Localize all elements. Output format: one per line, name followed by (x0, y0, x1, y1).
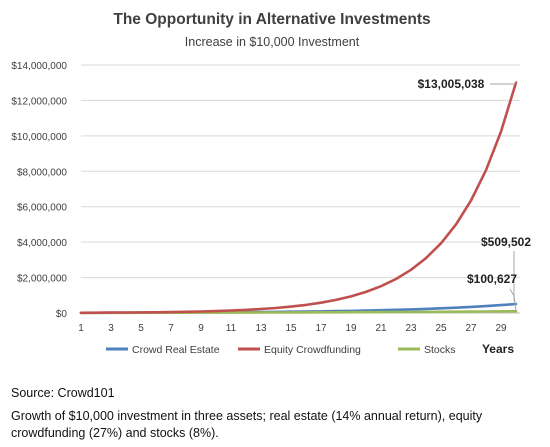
x-tick-label: 5 (138, 323, 144, 334)
gridlines (81, 64, 520, 314)
series-line-equity-crowdfunding (79, 81, 518, 315)
x-tick-label: 11 (226, 323, 237, 334)
x-tick-label: 3 (108, 323, 114, 334)
legend-entry: Stocks (424, 344, 456, 356)
source-note: Source: Crowd101 (11, 386, 115, 400)
legend-entry: Equity Crowdfunding (264, 344, 361, 356)
y-tick-label: $12,000,000 (11, 96, 67, 107)
legend: Crowd Real Estate Equity Crowdfunding Stoc… (106, 344, 456, 356)
legend-entry: Crowd Real Estate (132, 344, 220, 356)
x-tick-label: 7 (168, 323, 174, 334)
data-label: $509,502 (481, 235, 531, 249)
data-label: $13,005,038 (418, 77, 485, 91)
x-tick-label: 13 (255, 323, 267, 334)
y-tick-label: $6,000,000 (17, 203, 67, 214)
caption: Growth of $10,000 investment in three as… (11, 409, 483, 440)
x-tick-label: 25 (435, 323, 447, 334)
y-tick-label: $8,000,000 (17, 167, 67, 178)
y-tick-label: $10,000,000 (11, 132, 67, 143)
x-tick-label: 21 (375, 323, 387, 334)
annotation-leader (509, 288, 517, 312)
y-axis: $0 $2,000,000 $4,000,000 $6,000,000 $8,000,0… (11, 61, 67, 320)
x-axis-label: Years (482, 342, 514, 356)
y-tick-label: $0 (56, 309, 68, 320)
annotations: $13,005,038 $509,502 $100,627 (418, 77, 531, 312)
y-tick-label: $4,000,000 (17, 238, 67, 249)
y-tick-label: $14,000,000 (11, 61, 67, 72)
line-chart: The Opportunity in Alternative Investmen… (11, 11, 531, 356)
x-axis: 1 3 5 7 9 11 13 15 17 19 21 23 25 27 29 (78, 312, 520, 334)
y-tick-label: $2,000,000 (17, 274, 67, 285)
data-label: $100,627 (467, 272, 517, 286)
annotation-leader (490, 82, 517, 85)
x-tick-label: 1 (78, 323, 84, 334)
x-tick-label: 19 (345, 323, 357, 334)
x-tick-label: 23 (405, 323, 417, 334)
series-lines (79, 81, 518, 315)
x-tick-label: 9 (198, 323, 204, 334)
chart-title: The Opportunity in Alternative Investmen… (113, 11, 430, 28)
x-tick-label: 27 (465, 323, 477, 334)
x-tick-label: 29 (495, 323, 507, 334)
x-tick-label: 17 (315, 323, 327, 334)
chart-subtitle: Increase in $10,000 Investment (185, 35, 360, 49)
x-tick-label: 15 (285, 323, 297, 334)
